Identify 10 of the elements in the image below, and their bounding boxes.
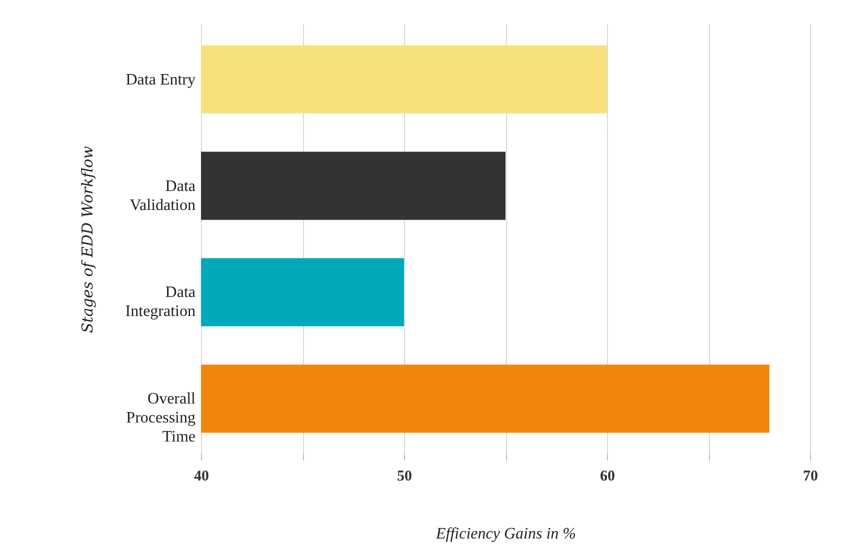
y-axis-title: Stages of EDD Workflow xyxy=(78,146,96,333)
y-tick-label: Data Entry xyxy=(126,71,196,88)
x-axis-title: Efficiency Gains in % xyxy=(435,526,576,542)
y-tick-label: Data Integration xyxy=(125,284,196,320)
x-tick-label: 60 xyxy=(600,468,615,484)
x-tick-label: 70 xyxy=(803,468,818,484)
x-tick-label: 40 xyxy=(194,468,209,484)
x-tick-label: 50 xyxy=(397,468,412,484)
y-tick-label: Overall Processing Time xyxy=(126,390,196,446)
y-tick-label: Data Validation xyxy=(130,178,196,214)
